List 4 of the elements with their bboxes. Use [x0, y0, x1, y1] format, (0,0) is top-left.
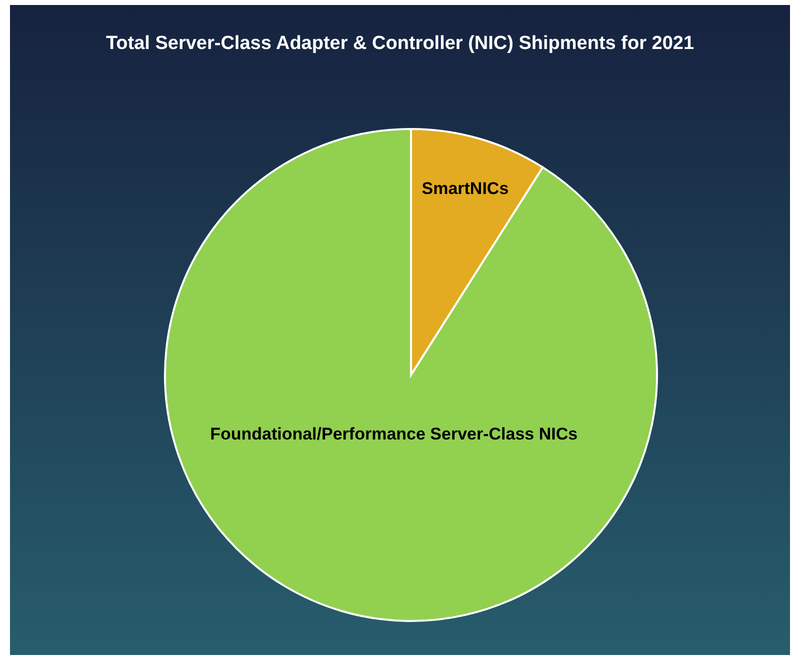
- slice-label: SmartNICs: [422, 178, 509, 198]
- pie-slice: [164, 128, 658, 622]
- chart-title: Total Server-Class Adapter & Controller (NIC) Shipments for 2021: [104, 33, 696, 55]
- slice-label: Foundational/Performance Server-Class NICs: [210, 424, 578, 444]
